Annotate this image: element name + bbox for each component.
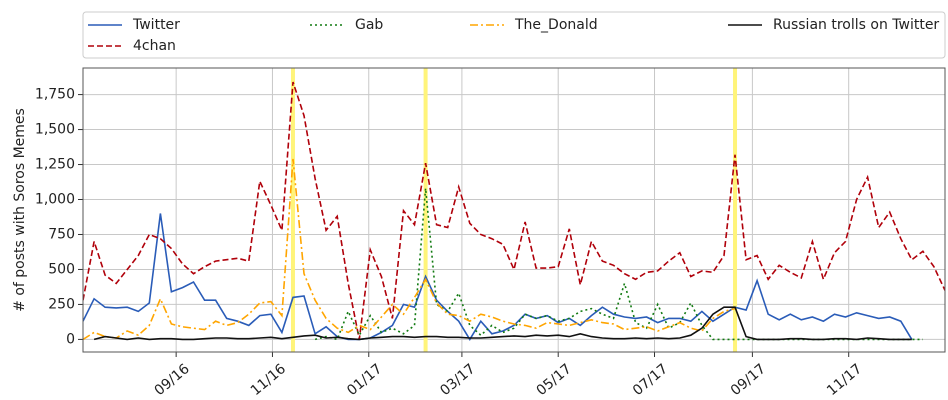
legend-label: The_Donald (514, 17, 598, 33)
x-tick-label: 09/16 (152, 361, 193, 399)
plot-area (83, 68, 945, 352)
x-tick-label: 11/16 (248, 361, 289, 399)
y-tick-label: 1,750 (35, 87, 75, 103)
x-tick-label: 09/17 (728, 361, 769, 399)
series-line (83, 81, 945, 340)
x-tick-label: 07/17 (630, 361, 671, 399)
y-tick-label: 0 (66, 331, 75, 347)
series-line (83, 213, 913, 341)
x-tick-label: 03/17 (437, 361, 478, 399)
legend-label: Russian trolls on Twitter (773, 17, 939, 33)
y-tick-label: 250 (48, 296, 75, 312)
x-tick-label: 11/17 (824, 361, 865, 399)
x-tick-label: 05/17 (534, 361, 575, 399)
plot-frame (82, 67, 946, 353)
y-tick-label: 1,250 (35, 157, 75, 173)
x-tick-label: 01/17 (344, 361, 385, 399)
y-axis-label: # of posts with Soros Memes (12, 108, 28, 312)
series-line (93, 306, 912, 341)
series-line (83, 158, 736, 341)
y-tick-label: 750 (48, 226, 75, 242)
y-tick-label: 500 (48, 261, 75, 277)
legend-label: 4chan (133, 38, 176, 54)
y-tick-label: 1,000 (35, 192, 75, 208)
legend-label: Gab (355, 17, 383, 33)
y-tick-label: 1,500 (35, 122, 75, 138)
legend-label: Twitter (132, 17, 180, 33)
legend-box (82, 11, 946, 59)
